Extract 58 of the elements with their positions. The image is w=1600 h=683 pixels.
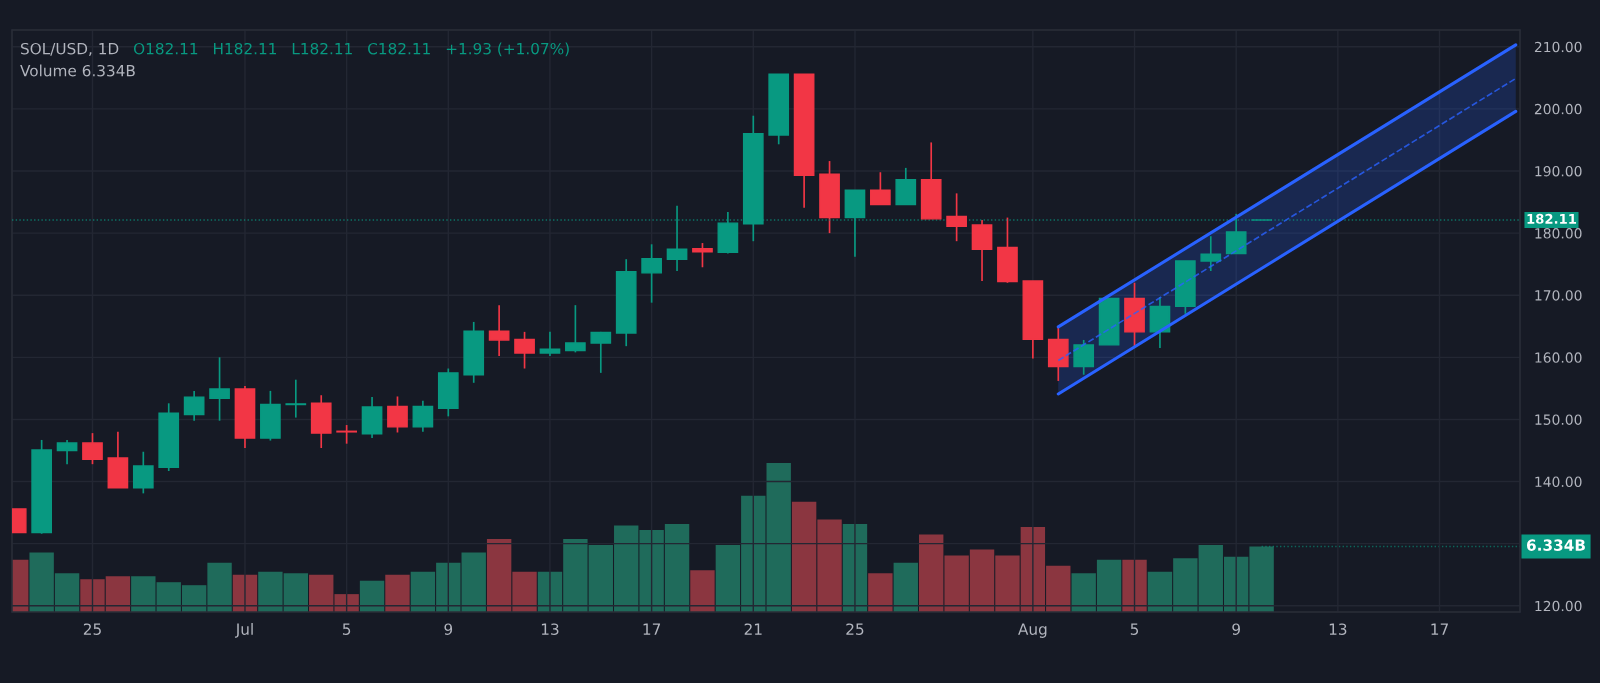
y-tick-label: 170.00 — [1535, 290, 1582, 301]
x-tick-label: 17 — [643, 623, 661, 635]
annotation: C182.11 — [368, 42, 430, 55]
text: SOL/USD, 1D — [21, 42, 119, 56]
candlestick — [132, 450, 154, 495]
x-tick-label: 25 — [83, 623, 101, 635]
y-tick-label: 180.00 — [1535, 228, 1582, 239]
x-tick-label: Aug — [1018, 623, 1047, 638]
x-tick-label: 17 — [1431, 623, 1448, 635]
annotation: +1.93 (+1.07%) — [446, 42, 569, 57]
annotation: L182.11 — [292, 42, 352, 55]
annotation: Volume 6.334B — [20, 64, 135, 77]
x-tick-label: 9 — [1232, 623, 1240, 635]
y-tick-label: 210.00 — [1534, 41, 1582, 53]
candlestick — [641, 243, 662, 304]
x-tick-label: 13 — [1329, 623, 1347, 635]
candlestick — [336, 424, 357, 445]
x-tick-label: Jul — [234, 623, 253, 638]
x-tick-label: 5 — [1130, 623, 1139, 635]
y-tick-label: 150.00 — [1535, 414, 1582, 425]
bar — [893, 562, 918, 612]
candlestick — [514, 331, 535, 370]
bar — [359, 580, 385, 612]
y-tick-label: 120.00 — [1535, 600, 1582, 612]
candlestick — [692, 242, 713, 269]
x-tick-label: 9 — [444, 623, 453, 635]
candlestick — [56, 439, 78, 466]
candlestick — [285, 378, 307, 419]
candlestick — [539, 331, 561, 357]
candlestick — [946, 192, 967, 243]
annotation: 6.334B — [1526, 539, 1585, 551]
candlestick — [209, 356, 230, 422]
candlestick — [412, 399, 434, 433]
x-tick-label: 21 — [744, 623, 762, 635]
candlestick — [870, 171, 891, 206]
bar — [385, 574, 410, 612]
bar — [1122, 559, 1147, 612]
y-tick-label: 200.00 — [1534, 103, 1582, 115]
bar — [868, 573, 893, 612]
x-tick-label: 5 — [342, 623, 351, 635]
ref-line-label: 182.11 — [1527, 213, 1577, 224]
candlestick — [565, 304, 586, 354]
annotation: O182.11 — [133, 42, 198, 55]
x-tick-label: 25 — [846, 623, 864, 635]
candlestick — [387, 395, 408, 434]
y-tick-label: 140.00 — [1535, 476, 1582, 488]
y-tick-label: 160.00 — [1535, 352, 1582, 363]
bar — [766, 463, 791, 612]
candlestick — [488, 304, 510, 357]
y-tick-label: 190.00 — [1535, 165, 1582, 177]
candlestick — [590, 331, 612, 374]
candlestick — [183, 390, 205, 422]
x-tick-label: 13 — [541, 623, 559, 635]
bar — [690, 570, 715, 612]
candlestick — [82, 432, 103, 466]
candlestick — [1200, 235, 1222, 272]
annotation: H182.11 — [213, 42, 277, 55]
candlestick — [1073, 339, 1095, 376]
